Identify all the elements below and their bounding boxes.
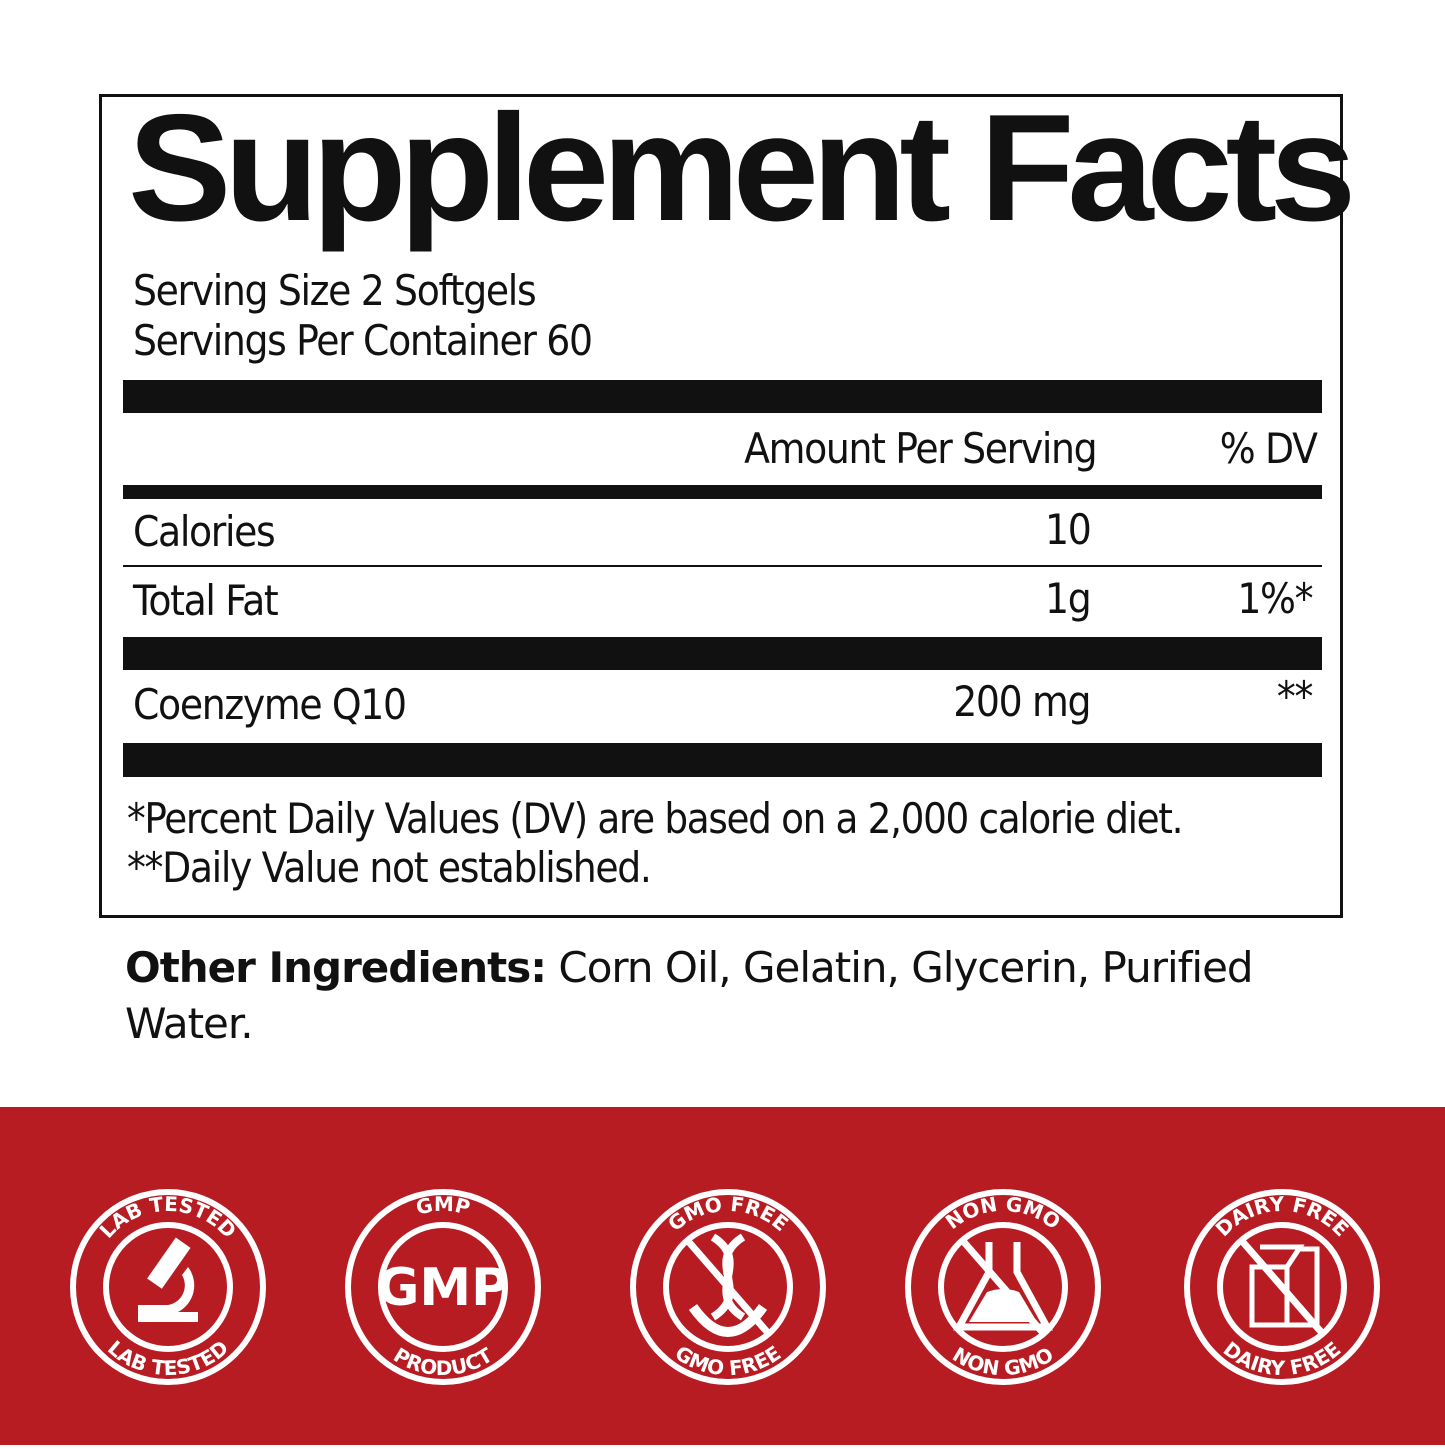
row-amount: 10 xyxy=(1044,505,1092,554)
row-amount: 1g xyxy=(1044,574,1092,623)
badge-top-text: GMP xyxy=(414,1192,473,1220)
other-ingredients: Other Ingredients: Corn Oil, Gelatin, Gl… xyxy=(125,940,1305,1052)
other-ingredients-label: Other Ingredients: xyxy=(125,943,547,992)
serving-size: Serving Size 2 Softgels xyxy=(133,266,537,315)
divider-thick xyxy=(123,637,1322,670)
flask-crossed-icon xyxy=(953,1242,1053,1331)
footnote-not-established: **Daily Value not established. xyxy=(127,843,652,892)
panel-title: Supplement Facts xyxy=(128,83,1356,253)
footnote-dv: *Percent Daily Values (DV) are based on … xyxy=(127,794,1184,843)
row-amount: 200 mg xyxy=(953,677,1091,726)
badge-top-text: LAB TESTED xyxy=(95,1192,242,1243)
divider-thin xyxy=(123,565,1322,567)
header-dv: % DV xyxy=(1220,424,1318,473)
row-dv: 1%* xyxy=(1237,574,1313,623)
supplement-facts-panel xyxy=(99,94,1343,918)
badge-center-text: GMP xyxy=(377,1258,510,1318)
microscope-icon xyxy=(138,1237,198,1322)
row-name: Coenzyme Q10 xyxy=(133,680,407,729)
servings-per-container: Servings Per Container 60 xyxy=(133,316,593,365)
row-dv: ** xyxy=(1276,672,1313,721)
divider-thick xyxy=(123,380,1322,413)
row-name: Total Fat xyxy=(133,576,279,625)
divider-medium xyxy=(123,485,1322,499)
badge-band: LAB TESTED LAB TESTED GMP PRODUCT GMP GMO FRE… xyxy=(0,1107,1445,1445)
row-name: Calories xyxy=(133,507,276,556)
other-ingredients-text: Corn Oil, Gelatin, Glycerin, Purified Wa… xyxy=(125,943,1254,1048)
badge-top-text: DAIRY FREE xyxy=(1211,1192,1354,1242)
badge-top-text: GMO FREE xyxy=(663,1192,793,1236)
divider-thick xyxy=(123,743,1322,777)
dna-crossed-icon xyxy=(688,1233,768,1337)
milk-carton-crossed-icon xyxy=(1249,1244,1320,1328)
header-amount: Amount Per Serving xyxy=(743,424,1097,473)
